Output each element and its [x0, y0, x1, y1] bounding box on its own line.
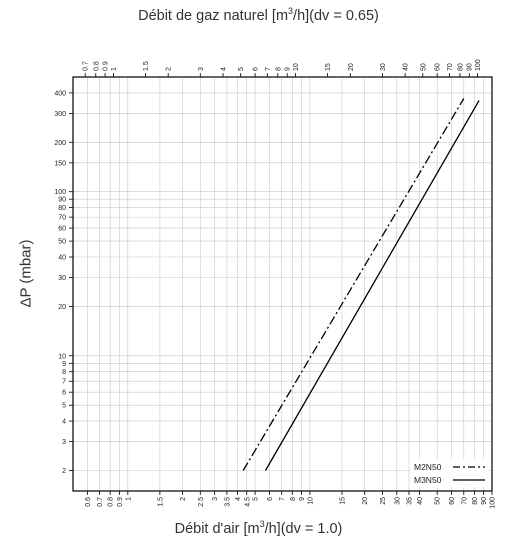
- x-tick-label: 1: [125, 497, 132, 501]
- x-tick-label: 2.5: [198, 497, 205, 507]
- x-tick-label: 10: [307, 497, 314, 505]
- top-tick-label: 10: [293, 63, 300, 71]
- x-tick-label: 4.5: [244, 497, 251, 507]
- x-tick-label: 1.5: [157, 497, 164, 507]
- y-tick-label: 20: [58, 304, 66, 311]
- legend-box: [411, 459, 488, 487]
- y-tick-label: 6: [62, 390, 66, 397]
- legend-label: M2N50: [414, 462, 442, 472]
- top-tick-label: 0.8: [93, 61, 100, 71]
- x-tick-label: 9: [299, 497, 306, 501]
- x-tick-label: 25: [380, 497, 387, 505]
- plot-frame: [72, 76, 493, 492]
- top-tick-label: 0.9: [103, 61, 110, 71]
- top-tick-label: 2: [166, 67, 173, 71]
- x-tick-label: 90: [481, 497, 488, 505]
- y-tick-label: 2: [62, 468, 66, 475]
- y-tick-label: 300: [54, 111, 66, 118]
- y-tick-label: 9: [62, 361, 66, 368]
- top-tick-label: 7: [265, 67, 272, 71]
- top-tick-label: 1: [111, 67, 118, 71]
- y-tick-label: 30: [58, 275, 66, 282]
- x-tick-label: 20: [362, 497, 369, 505]
- top-tick-label: 8: [275, 67, 282, 71]
- y-tick-label: 400: [54, 90, 66, 97]
- x-tick-label: 5: [253, 497, 260, 501]
- x-tick-label: 0.7: [97, 497, 104, 507]
- grid: [73, 77, 493, 491]
- x-tick-label: 15: [339, 497, 346, 505]
- y-tick-label: 40: [58, 255, 66, 262]
- top-tick-label: 1.5: [143, 61, 150, 71]
- y-tick-label: 80: [58, 205, 66, 212]
- x-tick-label: 70: [461, 497, 468, 505]
- x-tick-label: 8: [290, 497, 297, 501]
- top-tick-label: 50: [420, 63, 427, 71]
- y-tick-label: 8: [62, 369, 66, 376]
- top-tick-label: 0.7: [83, 61, 90, 71]
- top-tick-label: 5: [238, 67, 245, 71]
- y-tick-label: 5: [62, 403, 66, 410]
- y-tick-label: 70: [58, 215, 66, 222]
- y-tick-label: 200: [54, 140, 66, 147]
- top-tick-label: 3: [198, 67, 205, 71]
- x-tick-label: 3.5: [224, 497, 231, 507]
- x-tick-label: 40: [417, 497, 424, 505]
- top-tick-label: 70: [447, 63, 454, 71]
- series-line-m3n50: [264, 100, 480, 471]
- top-tick-label: 30: [380, 63, 387, 71]
- x-tick-label: 60: [449, 497, 456, 505]
- y-tick-label: 50: [58, 239, 66, 246]
- x-tick-label: 80: [472, 497, 479, 505]
- x-axis-label: Débit d'air [m3/h](dv = 1.0): [174, 519, 343, 537]
- x-tick-label: 0.6: [85, 497, 92, 507]
- legend-label: M3N50: [414, 475, 442, 485]
- top-tick-label: 100: [475, 59, 482, 71]
- y-tick-label: 7: [62, 379, 66, 386]
- legend: M2N50 M3N50: [411, 459, 488, 487]
- x-tick-label: 50: [435, 497, 442, 505]
- axis-ticks: 0.6 0.7 0.8 0.9 1 1.5 2 2.5 3 3.5 4 4.5 5 6 7 8 9 10 15 20 2…: [54, 59, 496, 508]
- x-tick-label: 30: [394, 497, 401, 505]
- y-tick-label: 90: [58, 197, 66, 204]
- y-tick-label: 3: [62, 439, 66, 446]
- series: [242, 98, 480, 471]
- x-tick-label: 6: [267, 497, 274, 501]
- y-tick-label: 150: [54, 160, 66, 167]
- y-tick-label: 60: [58, 226, 66, 233]
- chart-title-top: Débit de gaz naturel [m3/h](dv = 0.65): [138, 6, 379, 24]
- x-tick-label: 4: [235, 497, 242, 501]
- series-line-m2n50: [242, 98, 465, 471]
- top-tick-label: 4: [221, 67, 228, 71]
- x-tick-label: 0.9: [117, 497, 124, 507]
- x-tick-label: 2: [180, 497, 187, 501]
- top-tick-label: 6: [253, 67, 260, 71]
- top-tick-label: 40: [403, 63, 410, 71]
- y-tick-label: 100: [54, 189, 66, 196]
- x-tick-label: 7: [279, 497, 286, 501]
- top-tick-label: 80: [457, 63, 464, 71]
- top-tick-label: 15: [325, 63, 332, 71]
- x-tick-label: 0.8: [108, 497, 115, 507]
- top-tick-label: 60: [435, 63, 442, 71]
- top-tick-label: 90: [467, 63, 474, 71]
- top-tick-label: 20: [348, 63, 355, 71]
- x-tick-label: 3: [212, 497, 219, 501]
- x-tick-label: 100: [490, 497, 497, 509]
- top-tick-label: 9: [285, 67, 292, 71]
- y-tick-label: 4: [62, 419, 66, 426]
- y-tick-label: 10: [58, 353, 66, 360]
- x-tick-label: 35: [406, 497, 413, 505]
